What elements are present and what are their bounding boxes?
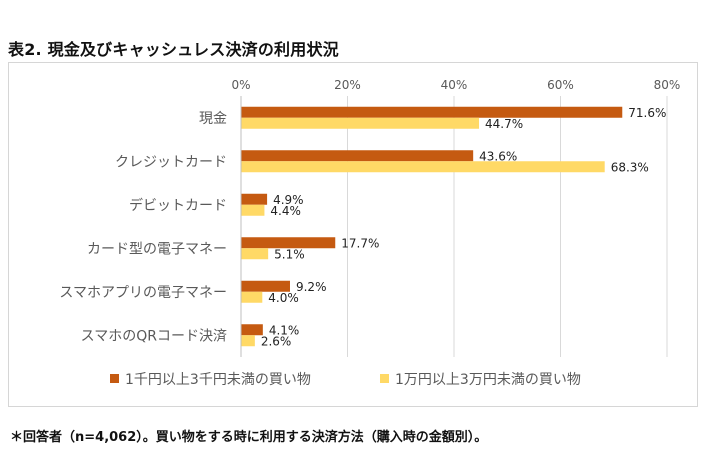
data-label: 71.6% — [628, 106, 666, 120]
data-label: 4.9% — [273, 193, 304, 207]
chart-frame — [8, 62, 698, 407]
category-label: スマホアプリの電子マネー — [59, 285, 227, 301]
bar-series2 — [241, 291, 263, 303]
bar-series1 — [241, 280, 290, 292]
bar-series2 — [241, 335, 255, 347]
category-label: カード型の電子マネー — [87, 241, 227, 257]
data-label: 44.7% — [485, 117, 523, 131]
data-label: 68.3% — [611, 160, 649, 174]
data-label: 43.6% — [479, 149, 517, 163]
category-label: スマホのQRコード決済 — [81, 328, 227, 344]
category-label: デビットカード — [129, 197, 227, 214]
data-label: 2.6% — [261, 334, 292, 348]
data-label: 5.1% — [274, 247, 305, 261]
category-label: 現金 — [199, 111, 227, 127]
legend-label: 1千円以上3千円未満の買い物 — [125, 372, 311, 388]
legend-swatch — [380, 374, 389, 383]
bar-series1 — [241, 106, 623, 118]
data-label: 4.4% — [270, 204, 301, 218]
category-label: クレジットカード — [115, 154, 227, 170]
x-tick-label: 40% — [441, 78, 468, 92]
bar-series2 — [241, 248, 269, 260]
data-label: 9.2% — [296, 280, 327, 294]
bar-series1 — [241, 324, 263, 336]
x-tick-label: 80% — [654, 78, 681, 92]
x-tick-label: 60% — [547, 78, 574, 92]
data-label: 4.1% — [269, 323, 300, 337]
bar-series2 — [241, 204, 265, 216]
bar-series1 — [241, 150, 474, 162]
legend-label: 1万円以上3万円未満の買い物 — [395, 372, 581, 388]
x-tick-label: 20% — [334, 78, 361, 92]
legend-swatch — [110, 374, 119, 383]
bar-series1 — [241, 193, 268, 205]
bar-series2 — [241, 117, 480, 129]
footnote: ＊回答者（n=4,062）。買い物をする時に利用する決済方法（購入時の金額別）。 — [10, 430, 488, 445]
data-label: 17.7% — [341, 236, 379, 250]
data-label: 4.0% — [268, 291, 299, 305]
bar-series1 — [241, 237, 336, 249]
bar-series2 — [241, 161, 605, 173]
chart-title: 表2. 現金及びキャッシュレス決済の利用状況 — [8, 40, 339, 59]
x-tick-label: 0% — [231, 78, 250, 92]
